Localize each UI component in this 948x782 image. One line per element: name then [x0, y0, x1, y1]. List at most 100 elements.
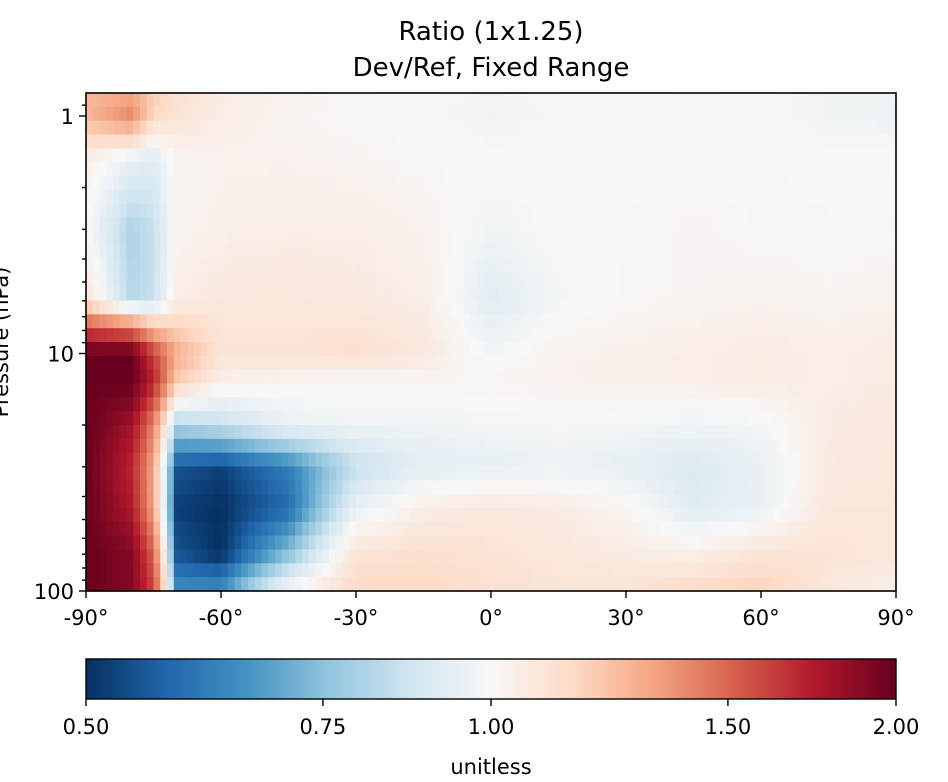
heatmap-cell	[416, 480, 425, 495]
heatmap-cell	[416, 383, 425, 398]
heatmap-cell	[450, 300, 458, 315]
heatmap-cell	[720, 245, 728, 260]
heatmap-cell	[443, 120, 452, 136]
heatmap-cell	[416, 189, 425, 205]
heatmap-cell	[720, 535, 728, 551]
heatmap-cell	[389, 148, 398, 163]
heatmap-cell	[626, 411, 634, 426]
heatmap-cell	[801, 203, 809, 219]
heatmap-cell	[315, 328, 323, 343]
heatmap-cell	[538, 369, 546, 385]
heatmap-cell	[761, 342, 769, 357]
heatmap-cell	[356, 120, 364, 136]
heatmap-cell	[288, 148, 296, 163]
heatmap-cell	[720, 438, 728, 454]
heatmap-cell	[626, 494, 634, 509]
heatmap-cell	[659, 314, 668, 329]
heatmap-cell	[632, 369, 641, 385]
heatmap-cell	[592, 272, 600, 288]
heatmap-cell	[207, 300, 215, 315]
heatmap-cell	[308, 397, 317, 412]
heatmap-cell	[268, 397, 276, 412]
heatmap-cell	[295, 203, 303, 219]
heatmap-cell	[133, 411, 141, 426]
heatmap-cell	[794, 535, 803, 551]
heatmap-cell	[875, 217, 884, 232]
heatmap-cell	[335, 231, 344, 246]
heatmap-cell	[801, 425, 809, 440]
heatmap-cell	[754, 245, 762, 260]
heatmap-cell	[491, 162, 499, 177]
heatmap-cell	[423, 286, 431, 302]
heatmap-cell	[362, 535, 371, 551]
heatmap-cell	[734, 328, 742, 343]
heatmap-cell	[875, 314, 884, 329]
heatmap-cell	[801, 245, 809, 260]
heatmap-cell	[693, 466, 701, 481]
heatmap-cell	[268, 120, 276, 136]
heatmap-cell	[889, 286, 897, 302]
heatmap-cell	[524, 203, 533, 219]
heatmap-cell	[342, 93, 350, 108]
heatmap-cell	[140, 300, 148, 315]
heatmap-cell	[740, 259, 749, 274]
heatmap-cell	[835, 176, 843, 191]
heatmap-cell	[558, 189, 566, 205]
heatmap-cell	[194, 549, 202, 564]
heatmap-cell	[889, 549, 897, 564]
heatmap-cell	[666, 438, 674, 454]
heatmap-cell	[585, 480, 593, 495]
heatmap-cell	[713, 425, 722, 440]
heatmap-cell	[491, 328, 499, 343]
heatmap-cell	[362, 369, 371, 385]
heatmap-cell	[221, 231, 229, 246]
heatmap-cell	[518, 452, 526, 468]
heatmap-cell	[410, 314, 418, 329]
heatmap-cell	[464, 549, 472, 564]
heatmap-cell	[491, 300, 499, 315]
heatmap-cell	[659, 272, 668, 288]
heatmap-cell	[538, 314, 546, 329]
heatmap-cell	[356, 300, 364, 315]
heatmap-cell	[497, 134, 506, 149]
heatmap-cell	[653, 106, 661, 122]
heatmap-cell	[194, 106, 202, 122]
heatmap-cell	[585, 521, 593, 537]
heatmap-cell	[545, 314, 553, 329]
heatmap-cell	[686, 259, 695, 274]
heatmap-cell	[376, 535, 384, 551]
heatmap-cell	[842, 134, 850, 149]
heatmap-cell	[450, 438, 458, 454]
heatmap-cell	[882, 397, 890, 412]
heatmap-cell	[869, 189, 877, 205]
heatmap-cell	[484, 259, 492, 274]
heatmap-cell	[119, 217, 128, 232]
heatmap-cell	[126, 134, 134, 149]
heatmap-cell	[221, 203, 229, 219]
heatmap-cell	[673, 369, 681, 385]
heatmap-cell	[113, 203, 121, 219]
heatmap-cell	[248, 563, 256, 578]
heatmap-cell	[187, 120, 195, 136]
heatmap-cell	[140, 466, 148, 481]
heatmap-cell	[396, 106, 404, 122]
heatmap-cell	[140, 535, 148, 551]
heatmap-cell	[646, 508, 654, 523]
heatmap-cell	[322, 203, 330, 219]
heatmap-cell	[707, 369, 715, 385]
heatmap-cell	[713, 93, 722, 108]
heatmap-cell	[160, 521, 168, 537]
heatmap-cell	[518, 189, 526, 205]
heatmap-cell	[653, 162, 661, 177]
heatmap-cell	[329, 300, 337, 315]
heatmap-cell	[106, 328, 114, 343]
heatmap-cell	[727, 438, 735, 454]
y-tick-label: 100	[34, 580, 74, 604]
heatmap-cell	[450, 120, 458, 136]
heatmap-cell	[423, 549, 431, 564]
heatmap-cell	[497, 93, 506, 108]
heatmap-cell	[835, 466, 843, 481]
heatmap-cell	[821, 203, 830, 219]
heatmap-cell	[659, 480, 668, 495]
heatmap-cell	[815, 120, 823, 136]
